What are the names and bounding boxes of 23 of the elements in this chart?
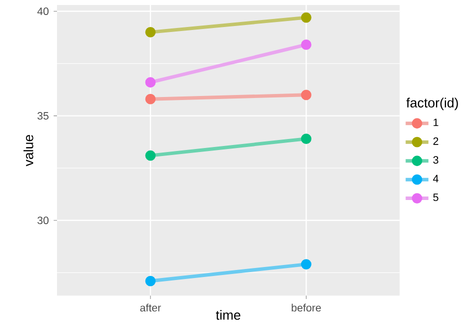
x-axis-title: time <box>216 310 240 320</box>
point <box>301 12 312 23</box>
point <box>301 40 312 50</box>
point <box>301 90 312 100</box>
legend-label: 2 <box>433 138 438 145</box>
point <box>145 27 156 38</box>
legend-label: 4 <box>433 175 438 182</box>
point <box>301 134 312 144</box>
legend-title: factor(id) <box>406 98 458 110</box>
y-tick-label: 40 <box>37 8 49 16</box>
point <box>145 77 156 88</box>
y-axis-title: value <box>23 135 34 166</box>
x-tick-label: before <box>292 304 321 312</box>
legend-label: 5 <box>433 194 438 202</box>
point <box>301 259 312 270</box>
legend-label: 1 <box>434 118 438 126</box>
y-tick-label: 35 <box>37 112 49 120</box>
x-tick-label: after <box>140 304 161 312</box>
y-tick-label: 30 <box>37 216 49 224</box>
point <box>145 150 156 161</box>
legend-label: 3 <box>433 156 438 164</box>
point <box>145 94 156 104</box>
point <box>145 276 156 286</box>
